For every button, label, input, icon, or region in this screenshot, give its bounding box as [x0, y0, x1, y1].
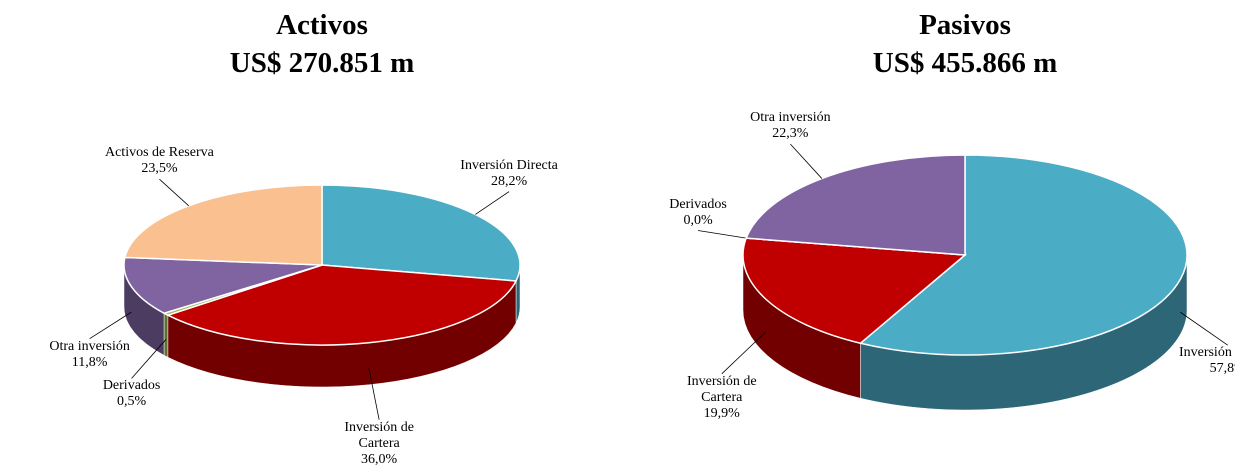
pie-slice: [745, 154, 966, 256]
slice-side: [163, 312, 169, 358]
pie-slice: [321, 184, 521, 282]
leader-line: [89, 311, 132, 340]
category-label: Inversión Directa: [460, 157, 558, 173]
category-label: Inversión de Cartera: [686, 373, 757, 405]
value-label: 23,5%: [141, 161, 178, 177]
chart-title: Activos: [276, 9, 368, 41]
value-label: 19,9%: [703, 405, 740, 421]
chart-subtitle: US$ 270.851 m: [230, 47, 414, 79]
data-label: Inversión de Cartera 36,0%: [324, 420, 434, 468]
leader-line: [159, 178, 190, 207]
category-label: Otra inversión: [750, 110, 831, 126]
category-label: Inversión Directa: [1178, 345, 1235, 361]
value-label: 36,0%: [361, 451, 398, 467]
page: Activos US$ 270.851 m Pasivos US$ 455.866 m…: [35, 9, 1235, 467]
pie-slice: [123, 256, 323, 315]
leader-line: [790, 143, 823, 179]
data-label: Otra inversión 11,8%: [35, 339, 145, 371]
category-label: Activos de Reserva: [104, 145, 214, 161]
value-label: 0,5%: [117, 394, 147, 410]
pie-slice: [742, 237, 967, 345]
pie-slice: [165, 264, 518, 346]
category-label: Otra inversión: [49, 338, 130, 354]
data-label: Inversión Directa57,8%: [1173, 345, 1235, 377]
value-label: 22,3%: [772, 126, 809, 142]
data-label: Activos de Reserva 23,5%: [104, 145, 214, 177]
leader-line: [131, 339, 167, 379]
category-label: Derivados: [669, 196, 727, 212]
leader-line: [368, 367, 380, 420]
leader-line: [475, 191, 510, 215]
data-label: Otra inversión 22,3%: [735, 110, 845, 142]
category-label: Derivados: [102, 378, 161, 394]
value-label: 57,8%: [1209, 361, 1235, 377]
pie-slice: [858, 154, 1188, 356]
charts: Activos US$ 270.851 m Pasivos US$ 455.866 m: [89, 9, 1228, 420]
data-label: Derivados 0,5%: [77, 378, 187, 410]
data-label: Inversión Directa 28,2%: [454, 158, 564, 190]
leader-line: [1180, 311, 1228, 346]
leader-line: [697, 230, 747, 239]
leader-line: [721, 331, 766, 375]
data-label: Derivados 0,0%: [643, 197, 753, 229]
value-label: 28,2%: [490, 173, 528, 189]
data-label: Inversión de Cartera 19,9%: [667, 374, 777, 422]
chart-title: Pasivos: [919, 9, 1011, 41]
chart-subtitle: US$ 455.866 m: [873, 47, 1057, 79]
category-label: Inversión de Cartera: [344, 419, 414, 451]
pie-slice: [123, 184, 323, 266]
value-label: 0,0%: [683, 212, 713, 228]
value-label: 11,8%: [71, 354, 108, 370]
